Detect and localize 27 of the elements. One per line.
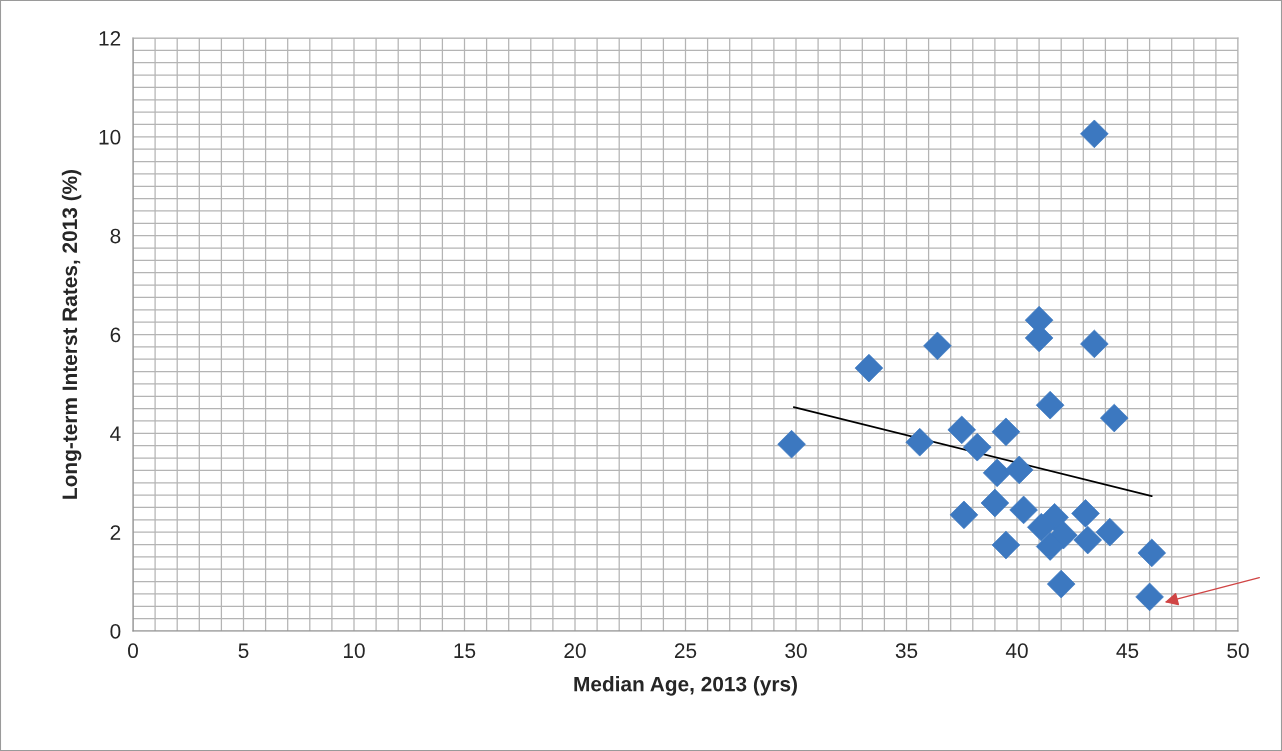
point bbox=[923, 331, 952, 361]
y-tick-label: 6 bbox=[110, 327, 121, 343]
y-tick-label: 4 bbox=[110, 426, 121, 441]
point bbox=[1071, 499, 1100, 528]
y-tick-label: 2 bbox=[110, 525, 121, 540]
point bbox=[1035, 390, 1065, 420]
x-tick-label: 35 bbox=[895, 643, 918, 659]
x-tick-label: 45 bbox=[1116, 643, 1139, 659]
y-tick-label: 8 bbox=[110, 228, 121, 244]
x-tick-label: 50 bbox=[1227, 643, 1249, 659]
y-tick-label: 10 bbox=[99, 129, 121, 145]
x-tick-label: 10 bbox=[344, 643, 365, 659]
y-tick-label: 0 bbox=[110, 624, 121, 639]
y-tick-label: 12 bbox=[99, 31, 121, 46]
x-tick-label: 40 bbox=[1005, 643, 1028, 659]
point bbox=[1035, 532, 1065, 561]
x-tick-label: 30 bbox=[785, 643, 807, 659]
y-axis-title: Long-term Interst Rates, 2013 (%) bbox=[61, 169, 82, 499]
x-tick-label: 15 bbox=[454, 643, 476, 659]
x-tick-label: 0 bbox=[128, 643, 138, 659]
x-axis-title: Median Age, 2013 (yrs) bbox=[574, 676, 797, 696]
point bbox=[962, 432, 992, 462]
point bbox=[854, 353, 884, 383]
x-tick-label: 5 bbox=[238, 643, 249, 659]
point bbox=[1135, 582, 1164, 612]
x-tick-label: 20 bbox=[564, 643, 586, 659]
x-tick-label: 25 bbox=[674, 643, 697, 659]
